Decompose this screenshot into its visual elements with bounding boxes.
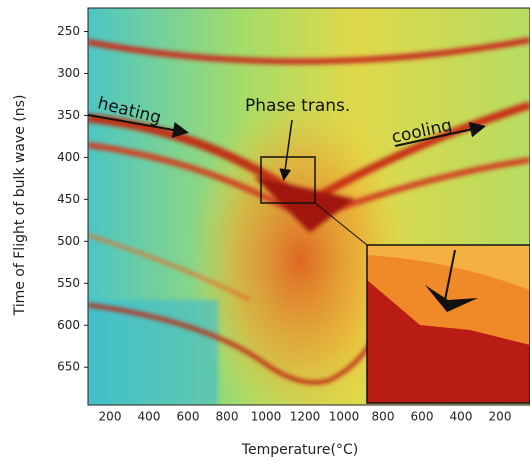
- x-tick-label: 1200: [290, 410, 321, 424]
- x-axis-label: Temperature(°C): [241, 442, 358, 458]
- inset-arrowhead: [425, 285, 478, 312]
- x-tick-label: 600: [177, 410, 200, 424]
- y-tick-label: 400: [57, 150, 80, 164]
- heatmap: [88, 8, 530, 405]
- inset-frame: [366, 244, 530, 404]
- inset-arrow: [444, 249, 456, 301]
- zoom-connector: [314, 202, 368, 246]
- inset: [366, 244, 530, 404]
- x-tick-label: 200: [489, 410, 512, 424]
- x-tick-label: 1000: [251, 410, 282, 424]
- y-tick-label: 600: [57, 318, 80, 332]
- inset-dark-region: [367, 280, 530, 403]
- zoom-box: [260, 156, 316, 204]
- y-tick-label: 500: [57, 234, 80, 248]
- hot-region: [190, 90, 410, 405]
- plot-frame: [87, 7, 530, 406]
- x-tick-label: 800: [216, 410, 239, 424]
- y-tick-label: 300: [57, 66, 80, 80]
- x-tick-label: 400: [450, 410, 473, 424]
- y-tick-label: 650: [57, 360, 80, 374]
- x-tick-label: 600: [411, 410, 434, 424]
- y-tick-label: 250: [57, 24, 80, 38]
- x-tick-label: 800: [372, 410, 395, 424]
- x-tick-label: 400: [138, 410, 161, 424]
- y-tick-label: 550: [57, 276, 80, 290]
- y-axis-label: Time of Flight of bulk wave (ns): [12, 95, 28, 317]
- x-tick-label: 200: [99, 410, 122, 424]
- y-tick-label: 350: [57, 108, 80, 122]
- annotation: Phase trans.: [245, 96, 350, 116]
- x-tick-label: 1000: [329, 410, 360, 424]
- cooling-arrow: [394, 121, 486, 147]
- inset-light-region: [367, 245, 530, 290]
- y-tick-label: 450: [57, 192, 80, 206]
- phase-arrow: [279, 119, 293, 181]
- heating-arrow: [87, 114, 189, 138]
